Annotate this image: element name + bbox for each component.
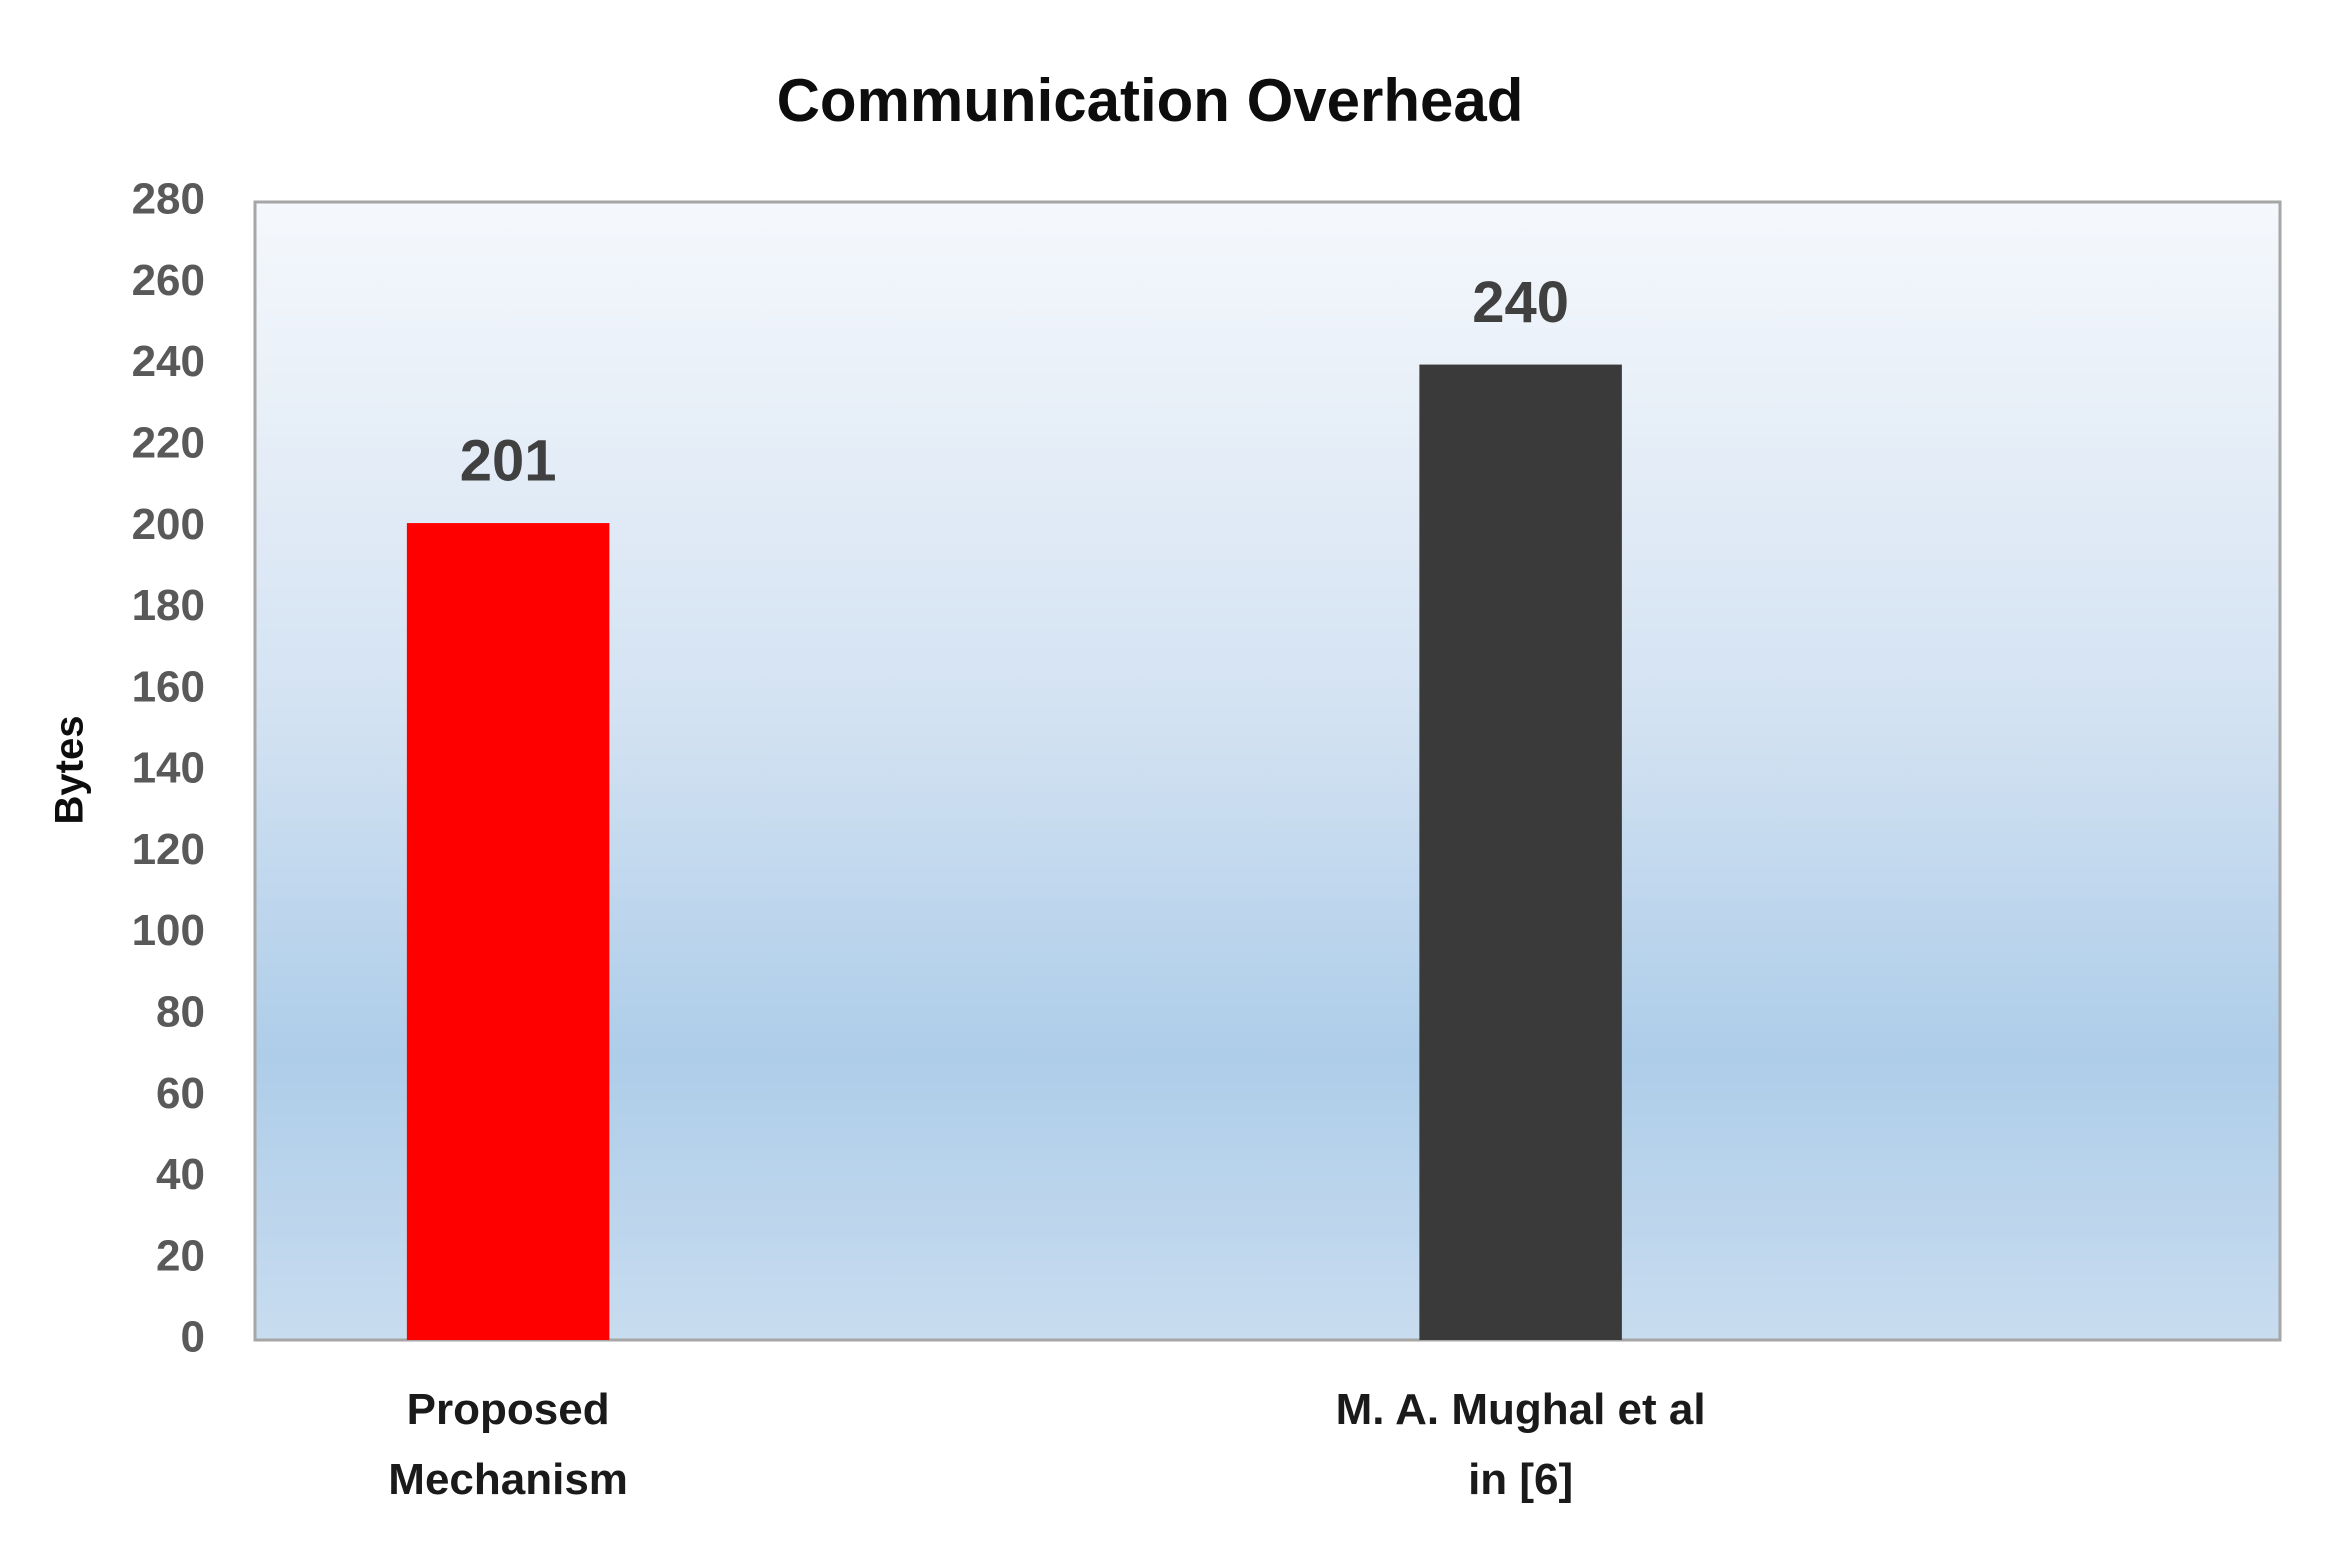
bar — [1419, 364, 1622, 1341]
y-tick-label: 0 — [181, 1313, 205, 1362]
x-tick-label: M. A. Mughal et al in [6] — [1335, 1385, 1706, 1504]
chart-title: Communication Overhead — [777, 67, 1524, 134]
y-tick-label: 80 — [156, 987, 205, 1036]
y-tick-label: 100 — [132, 906, 205, 955]
y-tick-label: 60 — [156, 1069, 205, 1118]
data-label: 240 — [1472, 270, 1569, 335]
y-tick-label: 220 — [132, 418, 205, 467]
y-tick-label: 240 — [132, 337, 205, 386]
x-tick-label: Proposed Mechanism — [388, 1385, 628, 1504]
y-tick-label: 260 — [132, 256, 205, 305]
y-axis-label: Bytes — [48, 716, 92, 825]
y-tick-label: 140 — [132, 744, 205, 793]
y-tick-label: 200 — [132, 500, 205, 549]
y-tick-label: 280 — [132, 175, 205, 224]
y-tick-label: 40 — [156, 1150, 205, 1199]
y-tick-label: 160 — [132, 662, 205, 711]
data-label: 201 — [460, 428, 557, 493]
y-tick-label: 180 — [132, 581, 205, 630]
y-tick-label: 120 — [132, 825, 205, 874]
bar — [406, 523, 610, 1340]
y-tick-label: 20 — [156, 1231, 205, 1280]
